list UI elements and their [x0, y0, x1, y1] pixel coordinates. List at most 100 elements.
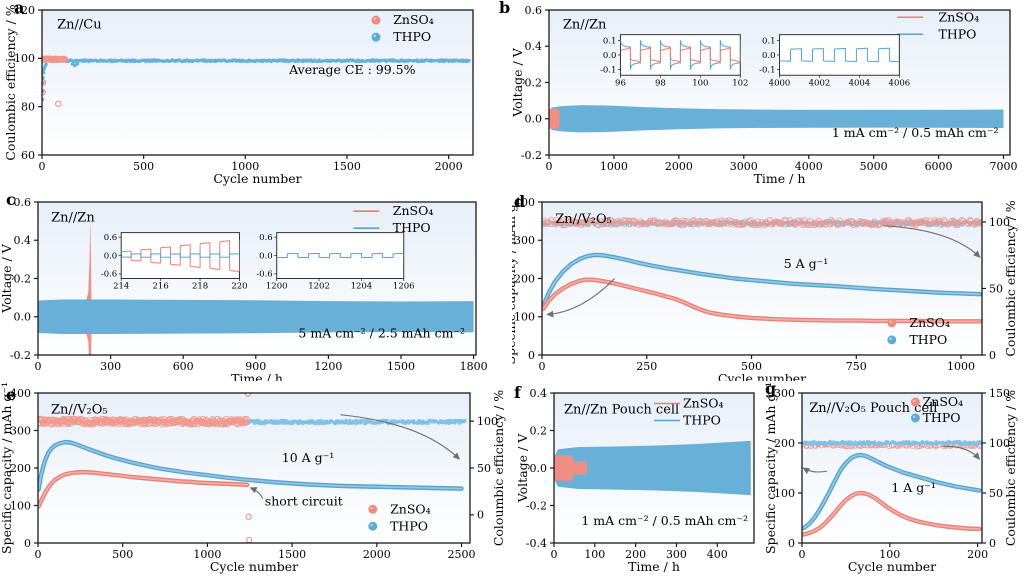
- x-tick-label: 1000: [600, 160, 628, 173]
- cell-type-label: Zn//Zn: [51, 210, 95, 225]
- legend-label: ZnSO₄: [939, 9, 980, 24]
- legend-marker-ZnSO₄: [887, 318, 897, 328]
- legend-label: THPO: [390, 518, 428, 533]
- y-tick-label: 200: [10, 462, 31, 475]
- chart-d: 0 250 500 750 10000100200300400050100Coulomb…: [512, 193, 1018, 381]
- panel-f: f 0 100 200 300 400 0.4 0.2 0.0 -0.2 -0.4 Time / h V…: [512, 381, 768, 581]
- plot-area: [42, 10, 473, 155]
- x-axis-label: Time / h: [628, 559, 680, 574]
- inset-voltage-wave: [620, 46, 741, 64]
- x-tick-label: 2500: [448, 548, 476, 561]
- axes: 0 1000 2000 3000 4000 5000 6000 7000 0.6 0.4 0.2 0.…: [510, 4, 1018, 186]
- x-tick-label: 1000: [231, 160, 259, 173]
- cell-type-label: Zn//Cu: [57, 18, 101, 33]
- annotation: 10 A g⁻¹: [282, 450, 335, 465]
- series-layer: [42, 55, 471, 107]
- axes: 0 250 500 750 10000100200300400050100Coulomb…: [512, 193, 1018, 381]
- series-layer: [542, 217, 982, 324]
- annotation: 5 A g⁻¹: [784, 256, 829, 271]
- annotation: 1 mA cm⁻² / 0.5 mAh cm⁻²: [832, 125, 999, 140]
- x-tick-label: 500: [112, 548, 133, 561]
- y-tick-label: 0: [788, 537, 795, 550]
- panel-letter-a: a: [14, 0, 25, 17]
- x-tick-label: 250: [636, 360, 657, 373]
- x-tick-label: 2000: [435, 160, 463, 173]
- plot-frame: [41, 9, 474, 156]
- y-tick-label: -0.2: [521, 149, 542, 162]
- legend-label: ZnSO₄: [390, 501, 431, 516]
- x-tick-label: 500: [133, 160, 154, 173]
- axes: 0 300 600 900 1200 1500 1800 0.6 0.4 0.2 0.0 -0.2 Ti…: [0, 196, 488, 381]
- y-axis-label: Specific capacity / mAh g⁻¹: [512, 193, 518, 365]
- y-tick-label: 100: [14, 52, 35, 65]
- y-tick-label: 300: [10, 424, 31, 437]
- right-y-tick-label: 100: [989, 216, 1010, 229]
- legend-marker-THPO: [368, 521, 378, 531]
- y-tick-label: 120: [14, 4, 35, 17]
- inset-y-tick: 0.0: [259, 251, 273, 261]
- cell-type-label: Zn//V₂O₅: [555, 212, 612, 227]
- right-y-tick-label: 0: [989, 349, 996, 362]
- panel-letter-f: f: [514, 383, 521, 402]
- x-axis-label: Cycle number: [213, 171, 301, 186]
- cell-type-label: Zn//V₂O₅: [51, 403, 108, 418]
- inset-x-tick: 4004: [849, 78, 871, 88]
- legend-label: THPO: [393, 220, 431, 235]
- panel-letter-e: e: [6, 385, 17, 404]
- inset-y-tick: 0.6: [259, 233, 273, 243]
- x-tick-label: 1500: [387, 360, 415, 373]
- right-axis-label: Coulombic efficiency / %: [1003, 200, 1018, 356]
- axes: 0 500 1000 1500 2000 60 80 100 120 Cycle number Co…: [3, 4, 463, 186]
- x-tick-label: 400: [707, 548, 728, 561]
- x-tick-label: 200: [625, 548, 646, 561]
- y-tick-label: 200: [774, 437, 795, 450]
- voltage-band: [549, 105, 1004, 133]
- axis-pointer-arrow: [942, 445, 981, 460]
- inset-x-tick: 96: [615, 78, 626, 88]
- ce-scatter: [542, 217, 982, 229]
- inset-x-tick: 1202: [308, 282, 330, 292]
- right-y-tick-label: 100: [477, 415, 498, 428]
- inset-x-tick: 1206: [393, 282, 415, 292]
- y-tick-label: 0.2: [14, 272, 32, 285]
- voltage-band: [554, 455, 588, 481]
- inset-y-tick: 0.1: [762, 36, 776, 46]
- cell-type-label: Zn//Zn Pouch cell: [564, 403, 679, 418]
- x-tick-label: 0: [539, 360, 546, 373]
- annotation: 1 A g⁻¹: [891, 480, 936, 495]
- legend-label: ZnSO₄: [923, 394, 964, 409]
- x-tick-label: 0: [39, 160, 46, 173]
- x-tick-label: 4000: [795, 160, 823, 173]
- inset-x-tick: 4002: [809, 78, 831, 88]
- series-layer: [38, 217, 474, 355]
- y-tick-label: 0: [24, 537, 31, 550]
- axis-pointer-arrow: [340, 414, 460, 460]
- legend-marker-ZnSO₄: [910, 397, 920, 407]
- legend-label: THPO: [683, 413, 721, 428]
- legend-label: ZnSO₄: [909, 315, 950, 330]
- y-tick-label: 0: [528, 349, 535, 362]
- inset-x-tick: 214: [113, 282, 129, 292]
- panel-letter-b: b: [499, 0, 511, 17]
- x-tick-label: 0: [551, 548, 558, 561]
- panel-b: b 0 1000 2000 3000 4000 5000 6000 7000 0.6 0.4 0.2 0…: [497, 0, 1024, 190]
- x-tick-label: 0: [35, 360, 42, 373]
- panel-e: e 0 500 1000 1500 2000 2500 0 100 200 300 400 0 50 100…: [0, 381, 512, 581]
- legend-label: ZnSO₄: [393, 12, 434, 27]
- y-axis-label: Coulombic efficiency / %: [3, 4, 18, 160]
- x-tick-label: 2000: [363, 548, 391, 561]
- right-y-tick-label: 150: [989, 387, 1010, 400]
- y-tick-label: 0.2: [525, 76, 543, 89]
- chart-c: 0 300 600 900 1200 1500 1800 0.6 0.4 0.2 0.0 -0.2 Ti…: [0, 196, 488, 381]
- inset-voltage-wave: [276, 253, 404, 259]
- x-tick-label: 100: [879, 548, 900, 561]
- chart-e: 0 500 1000 1500 2000 25000100200300400050100C…: [0, 382, 506, 574]
- axis-pointer-arrow: [249, 487, 264, 499]
- y-axis-label: Specific capacity / mAh g⁻¹: [0, 382, 14, 554]
- x-axis-label: Time / h: [754, 171, 806, 186]
- y-tick-label: 0.0: [14, 311, 32, 324]
- inset-y-tick: 0.6: [104, 233, 118, 243]
- ce-scatter: [42, 55, 69, 64]
